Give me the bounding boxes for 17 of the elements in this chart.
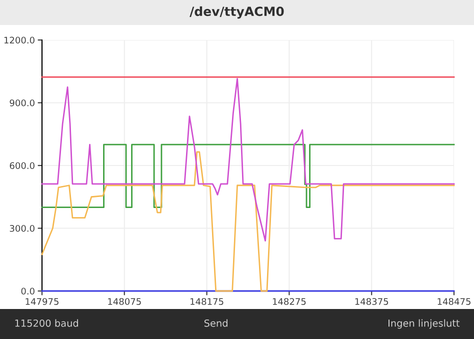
chart-title: /dev/ttyACM0	[190, 6, 284, 19]
y-tick-label: 1200.0	[4, 36, 34, 44]
y-tick-label: 600.0	[10, 162, 34, 170]
y-tick-label: 300.0	[10, 224, 34, 232]
x-tick-label: 148075	[108, 298, 141, 305]
y-tick-label: 900.0	[10, 99, 34, 106]
x-tick-label: 148275	[272, 298, 306, 305]
x-tick-label: 148175	[190, 298, 224, 305]
x-tick-label: 147975	[26, 298, 58, 305]
text: Send	[204, 319, 228, 327]
y-tick-label: 0.0	[21, 288, 34, 295]
x-tick-label: 148375	[355, 298, 388, 305]
text: 115200 baud	[15, 319, 78, 327]
x-tick-label: 148475	[438, 298, 470, 305]
text: Ingen linjeslutt	[388, 319, 460, 329]
line-series	[41, 151, 455, 292]
line-series	[41, 78, 455, 242]
